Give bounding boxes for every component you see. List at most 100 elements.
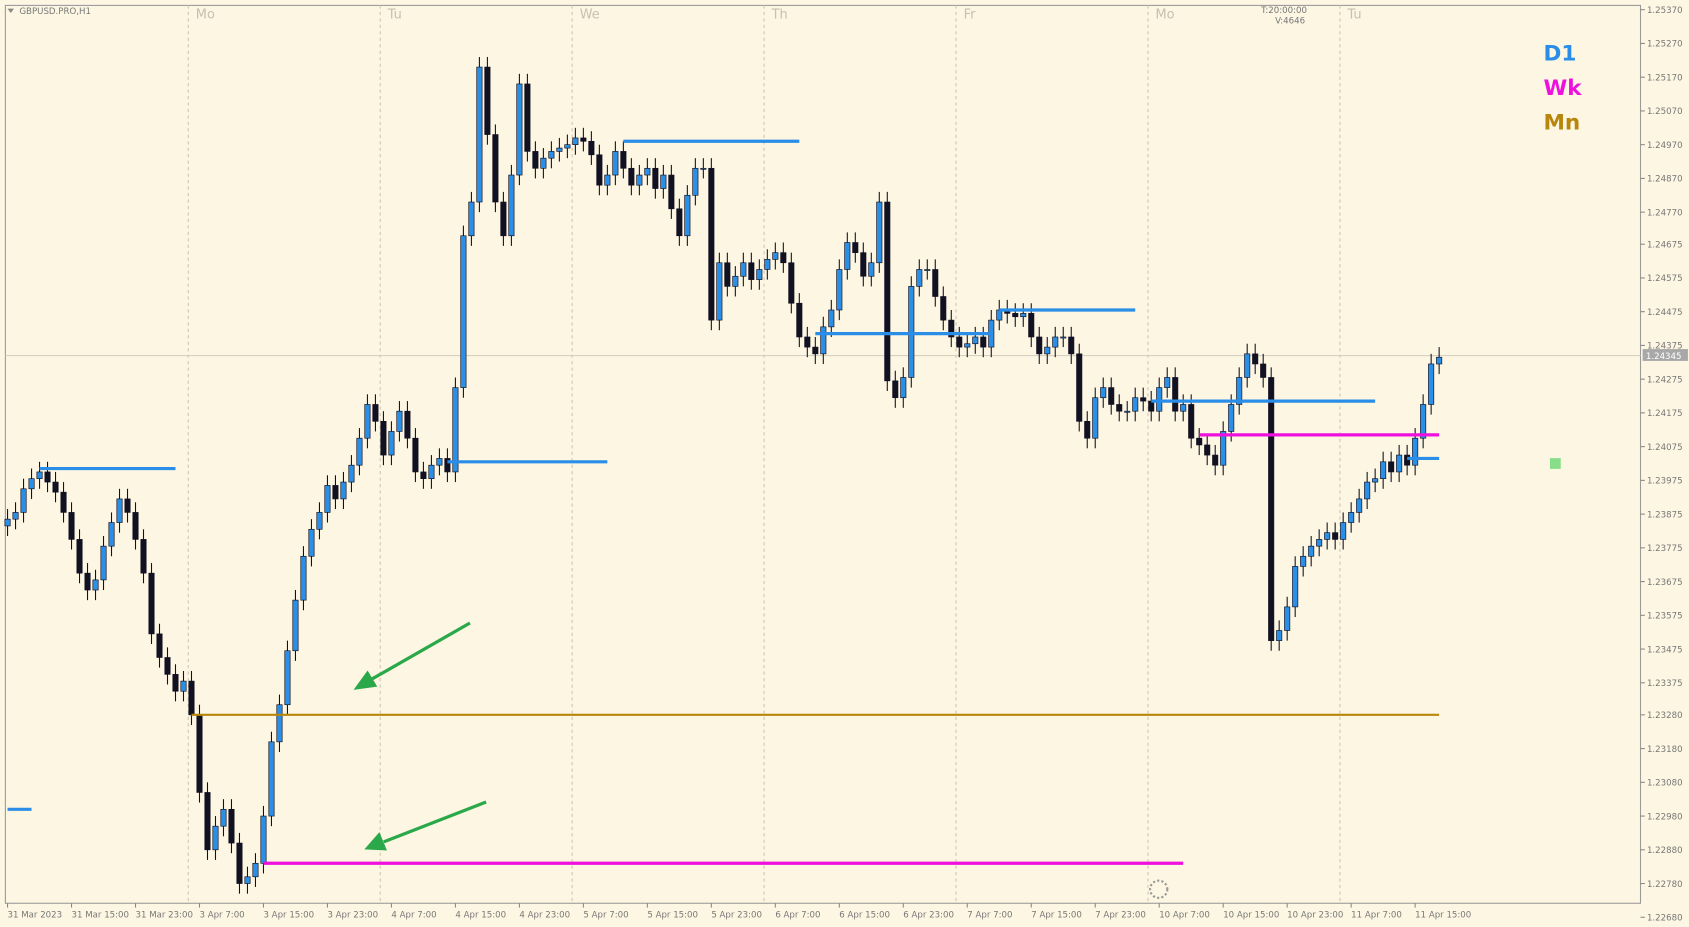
candle-body <box>1204 444 1211 456</box>
info-volume: V:4646 <box>1275 17 1305 27</box>
candle-body <box>396 410 403 432</box>
candle-body <box>444 458 451 473</box>
y-tick-label: 1.25170 <box>1647 73 1683 83</box>
y-tick-label: 1.25370 <box>1647 6 1683 16</box>
candle-body <box>156 633 163 658</box>
x-tick-label: 10 Apr 15:00 <box>1223 910 1279 920</box>
candle-body <box>1060 336 1067 339</box>
y-tick-label: 1.23575 <box>1647 612 1683 622</box>
candle-body <box>60 491 67 513</box>
day-label: Mo <box>196 7 215 22</box>
x-tick-label: 7 Apr 23:00 <box>1095 910 1146 920</box>
candle-body <box>1244 353 1251 378</box>
candle-body <box>1436 356 1443 365</box>
y-tick-label: 1.24770 <box>1647 208 1683 218</box>
candle-body <box>380 421 387 456</box>
candle-body <box>1308 545 1315 557</box>
candle-body <box>36 471 43 480</box>
candle-body <box>420 471 427 480</box>
candle-body <box>212 825 219 851</box>
candle-body <box>900 377 907 399</box>
y-tick-label: 1.23875 <box>1647 510 1683 520</box>
candle-body <box>1052 336 1059 348</box>
candle-body <box>76 539 83 574</box>
x-tick-label: 6 Apr 23:00 <box>903 910 954 920</box>
x-tick-label: 11 Apr 7:00 <box>1351 910 1402 920</box>
y-tick-label: 1.24870 <box>1647 175 1683 185</box>
candle-body <box>532 151 539 169</box>
candle-body <box>644 167 651 176</box>
candle-body <box>708 167 715 321</box>
candle-body <box>1068 336 1075 355</box>
candle-body <box>1180 404 1187 412</box>
candle-body <box>1388 461 1395 473</box>
y-tick-label: 1.24475 <box>1647 308 1683 318</box>
y-tick-label: 1.23975 <box>1647 477 1683 487</box>
day-label: Mo <box>1156 7 1175 22</box>
candle-body <box>1396 454 1403 473</box>
x-tick-label: 3 Apr 15:00 <box>263 910 314 920</box>
candle-body <box>140 539 147 574</box>
y-tick-label: 1.23475 <box>1647 645 1683 655</box>
candle-body <box>260 815 267 864</box>
candle-body <box>500 201 507 237</box>
candle-body <box>1348 512 1355 523</box>
candle-body <box>620 151 627 169</box>
candle-body <box>764 259 771 270</box>
candle-body <box>1420 404 1427 439</box>
x-tick-label: 3 Apr 23:00 <box>327 910 378 920</box>
candle-body <box>564 144 571 149</box>
x-tick-label: 11 Apr 15:00 <box>1415 910 1471 920</box>
candle-body <box>332 485 339 500</box>
candle-body <box>284 650 291 706</box>
candle-body <box>1116 404 1123 412</box>
candle-body <box>28 478 35 490</box>
candle-body <box>276 704 283 743</box>
candle-body <box>1220 431 1227 466</box>
candle-body <box>1084 421 1091 439</box>
candle-body <box>1404 454 1411 466</box>
candle-body <box>612 151 619 176</box>
legend-label: D1 <box>1543 41 1576 66</box>
day-label: Fr <box>964 7 976 22</box>
candle-body <box>236 842 243 884</box>
y-tick-label: 1.24970 <box>1647 141 1683 151</box>
candle-body <box>548 151 555 159</box>
candle-body <box>524 83 531 152</box>
candle-body <box>1316 539 1323 547</box>
candle-body <box>316 512 323 530</box>
candle-body <box>580 137 587 142</box>
candle-body <box>740 262 747 277</box>
candle-body <box>356 437 363 466</box>
candle-body <box>428 464 435 480</box>
candle-body <box>1156 387 1163 412</box>
y-tick-label: 1.23675 <box>1647 578 1683 588</box>
candle-body <box>44 471 51 483</box>
candle-body <box>796 302 803 338</box>
candle-body <box>292 599 299 652</box>
candle-body <box>980 336 987 348</box>
x-tick-label: 31 Mar 15:00 <box>72 910 129 920</box>
x-tick-label: 7 Apr 7:00 <box>967 910 1012 920</box>
candle-body <box>412 437 419 473</box>
candle-body <box>68 512 75 540</box>
y-tick-label: 1.22680 <box>1647 914 1683 924</box>
candle-body <box>860 252 867 277</box>
candle-body <box>780 252 787 264</box>
candle-body <box>1324 532 1331 540</box>
x-tick-label: 10 Apr 23:00 <box>1287 910 1343 920</box>
day-label: Tu <box>387 7 402 22</box>
candle-body <box>756 269 763 280</box>
symbol-icon <box>7 8 15 13</box>
candle-body <box>100 545 107 581</box>
candle-body <box>348 464 355 483</box>
candle-body <box>1036 336 1043 355</box>
candle-body <box>1380 461 1387 480</box>
x-tick-label: 4 Apr 15:00 <box>455 910 506 920</box>
icon <box>1148 879 1169 899</box>
arrow-head <box>353 670 378 690</box>
candle-body <box>1132 397 1139 412</box>
candle-body <box>836 269 843 311</box>
candle-body <box>652 167 659 189</box>
